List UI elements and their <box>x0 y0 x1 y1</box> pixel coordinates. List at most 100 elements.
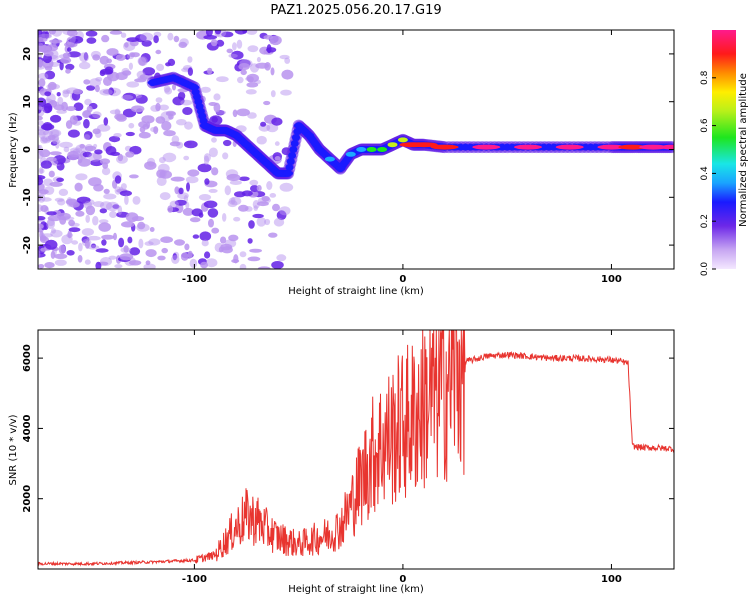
noise-speckle <box>49 151 62 156</box>
noise-speckle <box>279 182 294 192</box>
noise-speckle <box>148 238 161 246</box>
noise-speckle <box>116 155 128 164</box>
ridge-point <box>345 151 356 157</box>
ridge-point <box>366 147 377 152</box>
noise-speckle <box>72 88 83 95</box>
colorbar-tick-label: 0.0 <box>700 262 710 277</box>
noise-speckle <box>189 258 198 268</box>
noise-speckle <box>198 194 212 201</box>
noise-speckle <box>208 218 214 228</box>
noise-speckle <box>83 201 93 210</box>
noise-speckle <box>83 118 90 129</box>
spectrogram-x-tick-label: 100 <box>601 274 622 285</box>
noise-speckle <box>129 247 141 256</box>
noise-speckle <box>274 156 281 161</box>
noise-speckle <box>115 72 128 81</box>
ridge-band <box>285 163 294 171</box>
spectrogram-marks <box>38 30 674 269</box>
noise-speckle <box>145 249 157 258</box>
noise-speckle <box>191 208 203 217</box>
spectrogram-x-tick-label: -100 <box>182 274 207 285</box>
noise-speckle <box>208 147 218 158</box>
spectrogram-y-tick-label: 20 <box>22 47 33 61</box>
noise-speckle <box>272 203 280 212</box>
noise-speckle <box>170 176 185 182</box>
ridge-point <box>304 132 315 138</box>
noise-speckle <box>75 210 85 217</box>
noise-speckle <box>131 216 145 222</box>
ridge-band <box>288 152 297 159</box>
noise-speckle <box>132 196 141 205</box>
noise-speckle <box>59 141 73 148</box>
noise-speckle <box>160 236 174 243</box>
noise-speckle <box>106 201 120 212</box>
noise-speckle <box>222 213 227 222</box>
noise-speckle <box>38 120 44 126</box>
noise-speckle <box>249 179 259 186</box>
noise-speckle <box>38 175 46 180</box>
noise-speckle <box>184 243 190 251</box>
noise-speckle <box>276 254 287 262</box>
noise-speckle <box>153 35 159 44</box>
noise-speckle <box>136 70 146 79</box>
noise-speckle <box>223 139 232 147</box>
noise-speckle <box>233 254 239 264</box>
ridge-band <box>290 140 299 147</box>
noise-speckle <box>99 55 110 65</box>
colorbar-tick-label: 0.4 <box>700 166 710 181</box>
noise-speckle <box>95 261 102 269</box>
noise-speckle <box>146 121 151 129</box>
noise-speckle <box>174 239 185 246</box>
noise-speckle <box>256 217 267 227</box>
noise-speckle <box>38 59 43 68</box>
noise-speckle <box>242 30 248 34</box>
noise-speckle <box>63 146 70 153</box>
noise-speckle <box>264 62 271 71</box>
noise-speckle <box>167 58 176 66</box>
noise-speckle <box>280 89 292 96</box>
noise-speckle <box>138 238 144 249</box>
noise-speckle <box>238 176 250 182</box>
noise-speckle <box>100 257 112 266</box>
noise-speckle <box>199 231 212 241</box>
spectrogram-y-tick-label: 10 <box>22 95 33 109</box>
ridge-point <box>147 80 158 86</box>
noise-speckle <box>187 169 200 177</box>
noise-speckle <box>183 155 190 161</box>
ridge-point <box>272 170 283 176</box>
noise-speckle <box>54 259 67 266</box>
noise-speckle <box>44 262 55 269</box>
noise-speckle <box>94 149 103 155</box>
noise-speckle <box>215 110 227 115</box>
noise-speckle <box>256 56 261 63</box>
noise-speckle <box>220 236 227 244</box>
noise-speckle <box>141 115 155 124</box>
noise-speckle <box>167 205 174 213</box>
noise-speckle <box>51 228 56 234</box>
spectrogram-y-tick-label: -10 <box>22 188 33 206</box>
noise-speckle <box>94 130 102 138</box>
noise-speckle <box>58 188 69 196</box>
noise-speckle <box>65 106 76 112</box>
noise-speckle <box>263 35 274 40</box>
noise-speckle <box>192 234 200 239</box>
noise-speckle <box>129 174 139 179</box>
snr-axes: -100 0 100 2000 4000 6000 <box>22 330 674 585</box>
ridge-point <box>514 144 542 150</box>
noise-speckle <box>83 79 91 85</box>
noise-speckle <box>268 232 278 238</box>
ridge-point <box>397 137 408 143</box>
noise-speckle <box>120 247 131 253</box>
noise-speckle <box>48 170 55 178</box>
noise-speckle <box>269 39 275 45</box>
ridge-point <box>660 144 674 150</box>
noise-speckle <box>266 181 273 190</box>
noise-speckle <box>211 137 217 143</box>
noise-speckle <box>38 216 46 221</box>
noise-speckle <box>40 123 55 131</box>
noise-speckle <box>228 234 239 242</box>
noise-speckle <box>39 189 49 195</box>
noise-speckle <box>208 188 218 193</box>
ridge-point <box>241 142 252 148</box>
noise-speckle <box>38 223 44 230</box>
